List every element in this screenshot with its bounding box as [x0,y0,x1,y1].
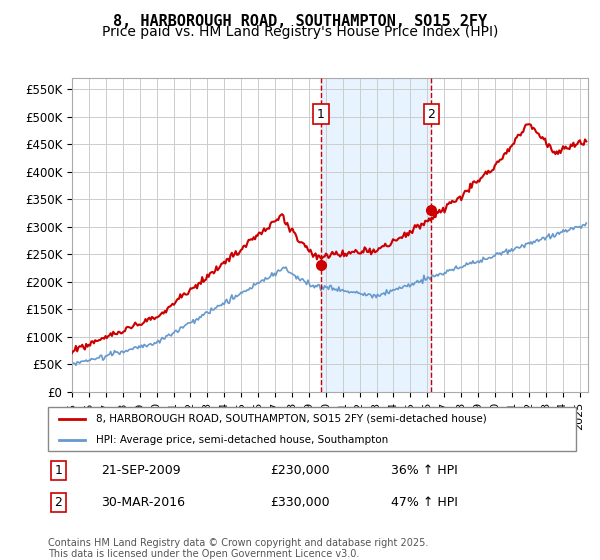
Text: 2: 2 [427,108,435,120]
Bar [321,78,431,392]
FancyBboxPatch shape [48,407,576,451]
Text: 47% ↑ HPI: 47% ↑ HPI [391,496,458,509]
Text: 2: 2 [55,496,62,509]
Text: 21-SEP-2009: 21-SEP-2009 [101,464,181,477]
Text: HPI: Average price, semi-detached house, Southampton: HPI: Average price, semi-detached house,… [95,435,388,445]
Text: 8, HARBOROUGH ROAD, SOUTHAMPTON, SO15 2FY: 8, HARBOROUGH ROAD, SOUTHAMPTON, SO15 2F… [113,14,487,29]
Text: Contains HM Land Registry data © Crown copyright and database right 2025.
This d: Contains HM Land Registry data © Crown c… [48,538,428,559]
Text: 30-MAR-2016: 30-MAR-2016 [101,496,185,509]
Text: £330,000: £330,000 [270,496,329,509]
Text: 36% ↑ HPI: 36% ↑ HPI [391,464,458,477]
Text: Price paid vs. HM Land Registry's House Price Index (HPI): Price paid vs. HM Land Registry's House … [102,25,498,39]
Text: 8, HARBOROUGH ROAD, SOUTHAMPTON, SO15 2FY (semi-detached house): 8, HARBOROUGH ROAD, SOUTHAMPTON, SO15 2F… [95,414,486,424]
Text: 1: 1 [55,464,62,477]
Text: 1: 1 [317,108,325,120]
Text: £230,000: £230,000 [270,464,329,477]
